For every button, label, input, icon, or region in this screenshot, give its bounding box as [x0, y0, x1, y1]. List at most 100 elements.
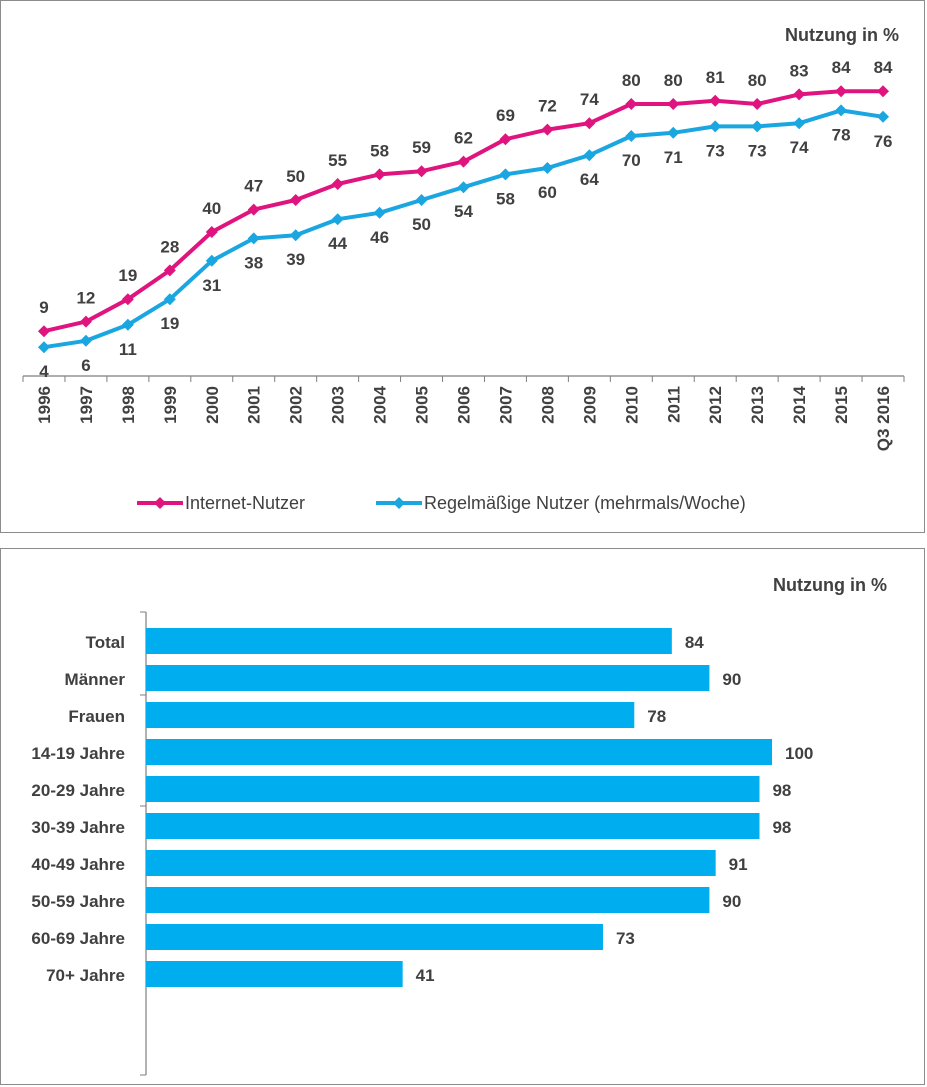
data-label-regelmaessige-nutzer: 73 — [748, 141, 767, 160]
bar — [146, 665, 710, 691]
point-internet-nutzer — [835, 85, 848, 98]
data-label-internet-nutzer: 40 — [202, 199, 221, 218]
bar-category-label: 14-19 Jahre — [31, 744, 125, 763]
point-internet-nutzer — [373, 168, 386, 181]
data-label-internet-nutzer: 84 — [832, 58, 851, 77]
x-tick-label: 2014 — [790, 385, 809, 423]
bar-value-label: 90 — [722, 670, 741, 689]
x-tick-label: 2012 — [706, 386, 725, 424]
bar-category-label: 40-49 Jahre — [31, 855, 125, 874]
data-label-internet-nutzer: 19 — [118, 266, 137, 285]
point-regelmaessige-nutzer — [499, 168, 512, 181]
bar-value-label: 84 — [685, 633, 704, 652]
point-regelmaessige-nutzer — [835, 104, 848, 117]
point-internet-nutzer — [625, 98, 638, 110]
data-label-internet-nutzer: 80 — [622, 71, 641, 90]
x-tick-label: 2008 — [538, 386, 557, 424]
bar-category-label: Total — [86, 633, 125, 652]
x-tick-label: 2010 — [622, 386, 641, 424]
point-internet-nutzer — [121, 293, 134, 306]
point-regelmaessige-nutzer — [163, 293, 176, 306]
bar-value-label: 100 — [785, 744, 813, 763]
point-regelmaessige-nutzer — [205, 254, 218, 267]
x-tick-label: 2003 — [329, 386, 348, 424]
point-internet-nutzer — [499, 133, 512, 146]
line-chart-panel: Nutzung in % 1996 1997 1998 1999 2000 2001 200… — [0, 0, 925, 533]
point-regelmaessige-nutzer — [583, 149, 596, 162]
x-tick-label: 2004 — [371, 385, 390, 423]
bar — [146, 813, 760, 839]
data-label-internet-nutzer: 69 — [496, 106, 515, 125]
x-tick-label: 2002 — [287, 386, 306, 424]
bar — [146, 739, 772, 765]
bar — [146, 887, 710, 913]
data-label-regelmaessige-nutzer: 38 — [244, 253, 263, 272]
point-regelmaessige-nutzer — [667, 126, 680, 139]
x-tick-label: Q3 2016 — [874, 386, 893, 451]
point-regelmaessige-nutzer — [373, 206, 386, 219]
point-regelmaessige-nutzer — [709, 120, 722, 133]
line-chart-unit-label: Nutzung in % — [785, 25, 899, 45]
point-internet-nutzer — [289, 194, 302, 206]
x-tick-label: 2015 — [832, 386, 851, 424]
data-label-regelmaessige-nutzer: 74 — [790, 138, 809, 157]
data-label-internet-nutzer: 9 — [39, 298, 48, 317]
point-regelmaessige-nutzer — [121, 318, 134, 331]
point-regelmaessige-nutzer — [37, 341, 50, 354]
bar-value-label: 91 — [729, 855, 748, 874]
bar — [146, 628, 672, 654]
bar-category-label: Männer — [65, 670, 126, 689]
bar — [146, 702, 635, 728]
bar — [146, 776, 760, 802]
point-internet-nutzer — [541, 123, 554, 136]
point-internet-nutzer — [751, 98, 764, 110]
data-label-internet-nutzer: 74 — [580, 90, 599, 109]
line-chart-series: 9 12 19 28 40 47 50 55 58 59 62 69 72 74 80 80 81 80 83 84 8… — [37, 58, 893, 381]
bar-chart-axis — [140, 611, 147, 1076]
data-label-internet-nutzer: 12 — [76, 289, 95, 308]
data-label-internet-nutzer: 59 — [412, 138, 431, 157]
point-internet-nutzer — [247, 203, 260, 216]
point-regelmaessige-nutzer — [289, 229, 302, 242]
data-label-regelmaessige-nutzer: 44 — [328, 234, 347, 253]
point-regelmaessige-nutzer — [457, 181, 470, 194]
legend-marker — [154, 497, 166, 509]
line-chart: Nutzung in % 1996 1997 1998 1999 2000 2001 200… — [22, 25, 905, 513]
data-label-regelmaessige-nutzer: 70 — [622, 151, 641, 170]
bar-chart-panel: Nutzung in % Total 84 Männer 90 Frauen 78 14-1… — [0, 548, 925, 1085]
x-tick-label: 2005 — [413, 386, 432, 424]
point-internet-nutzer — [793, 88, 806, 101]
bar-chart: Nutzung in % Total 84 Männer 90 Frauen 78 14-1… — [31, 575, 887, 1076]
data-label-regelmaessige-nutzer: 6 — [81, 356, 90, 375]
line-chart-axis: 1996 1997 1998 1999 2000 2001 2002 2003 2004 2005… — [22, 375, 905, 451]
data-label-regelmaessige-nutzer: 4 — [39, 362, 49, 381]
bar-value-label: 73 — [616, 929, 635, 948]
bar-chart-bars: Total 84 Männer 90 Frauen 78 14-19 Jahre 100 20-… — [31, 628, 813, 987]
data-label-internet-nutzer: 72 — [538, 97, 557, 116]
point-regelmaessige-nutzer — [625, 130, 638, 142]
data-label-regelmaessige-nutzer: 50 — [412, 215, 431, 234]
x-tick-label: 1999 — [161, 386, 180, 424]
bar-category-label: 30-39 Jahre — [31, 818, 125, 837]
data-label-internet-nutzer: 83 — [790, 61, 809, 80]
x-tick-label: 2000 — [203, 386, 222, 424]
data-label-internet-nutzer: 80 — [748, 71, 767, 90]
data-label-internet-nutzer: 47 — [244, 177, 263, 196]
point-regelmaessige-nutzer — [751, 120, 764, 133]
point-internet-nutzer — [709, 94, 722, 107]
x-tick-label: 1997 — [77, 386, 96, 424]
point-internet-nutzer — [79, 315, 92, 328]
bar-value-label: 90 — [722, 892, 741, 911]
bar-value-label: 41 — [416, 966, 435, 985]
bar-category-label: 50-59 Jahre — [31, 892, 125, 911]
x-tick-label: 2007 — [496, 386, 515, 424]
data-label-internet-nutzer: 55 — [328, 151, 347, 170]
point-internet-nutzer — [457, 155, 470, 168]
x-tick-label: 2006 — [455, 386, 474, 424]
point-internet-nutzer — [163, 264, 176, 277]
data-label-internet-nutzer: 84 — [874, 58, 893, 77]
x-tick-label: 2001 — [245, 386, 264, 424]
bar-category-label: 60-69 Jahre — [31, 929, 125, 948]
data-label-regelmaessige-nutzer: 58 — [496, 189, 515, 208]
data-label-regelmaessige-nutzer: 46 — [370, 228, 389, 247]
